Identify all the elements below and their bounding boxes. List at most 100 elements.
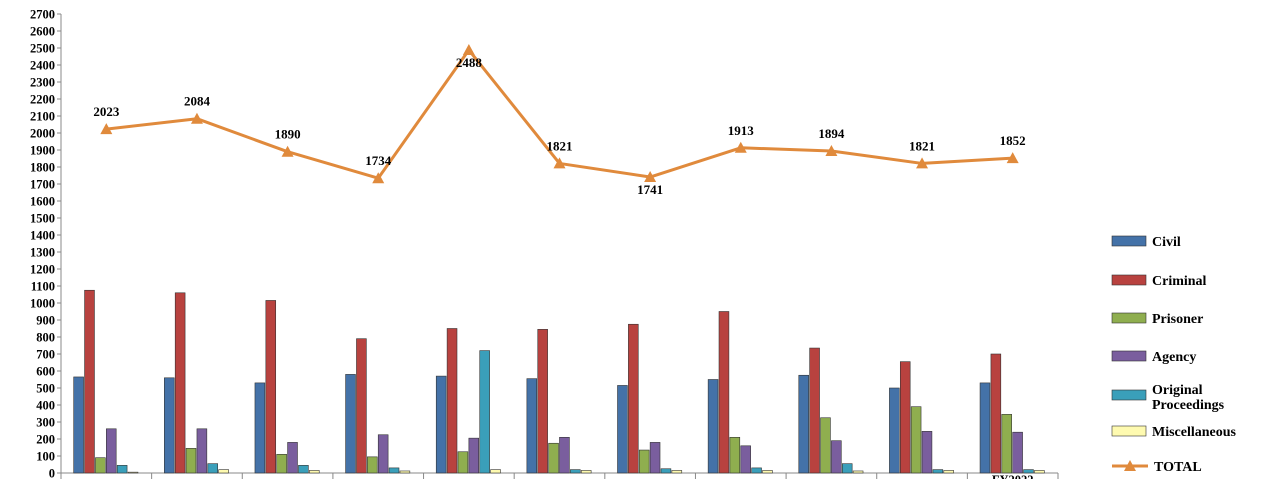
y-tick-label: 1700 — [30, 178, 55, 192]
y-tick-label: 1400 — [30, 229, 55, 243]
bar-miscellaneous — [852, 470, 864, 474]
bar-prisoner — [95, 457, 106, 474]
total-data-label: 1821 — [909, 138, 935, 153]
bar-civil — [254, 382, 266, 474]
total-data-label: 2023 — [93, 104, 120, 119]
bar-original-proceedings — [207, 463, 219, 474]
bar-agency — [831, 440, 842, 474]
bar-prisoner — [910, 406, 922, 474]
bar-prisoner — [457, 451, 469, 474]
bar-agency — [377, 434, 389, 474]
bar-miscellaneous — [309, 470, 320, 474]
y-tick-label: 400 — [36, 399, 55, 413]
bar-miscellaneous — [580, 470, 592, 474]
bar-miscellaneous — [490, 469, 501, 474]
chart-bars — [73, 289, 1045, 474]
bar-criminal — [446, 328, 458, 474]
bar-criminal — [84, 289, 95, 474]
bar-miscellaneous — [127, 471, 139, 474]
bar-prisoner — [185, 448, 197, 474]
bar-miscellaneous — [762, 470, 773, 474]
bar-original-proceedings — [841, 463, 853, 474]
legend-label: Miscellaneous — [1152, 425, 1237, 440]
bar-agency — [196, 428, 208, 474]
y-tick-label: 1300 — [30, 246, 55, 260]
total-data-label: 2084 — [184, 94, 211, 109]
bar-original-proceedings — [660, 468, 672, 474]
y-tick-label: 1600 — [30, 195, 55, 209]
y-tick-label: 2500 — [30, 42, 55, 56]
bar-prisoner — [276, 453, 287, 474]
bar-agency — [1012, 431, 1023, 474]
bar-civil — [979, 382, 991, 474]
y-tick-label: 2100 — [30, 110, 55, 124]
bar-criminal — [718, 311, 730, 474]
legend-label: TOTAL — [1154, 460, 1202, 475]
legend-label: Criminal — [1152, 274, 1207, 289]
bar-civil — [164, 377, 175, 474]
total-data-label: 1821 — [547, 138, 573, 153]
y-tick-label: 500 — [36, 382, 55, 396]
bar-prisoner — [638, 449, 650, 474]
y-tick-label: 300 — [36, 416, 55, 430]
total-marker — [825, 145, 838, 157]
bar-civil — [889, 387, 900, 474]
bar-original-proceedings — [1023, 469, 1034, 474]
total-marker — [281, 145, 294, 157]
data-labels: 2023 2084 1890 1734 2488 1821 1741 1913 1894 1821… — [93, 55, 1025, 197]
y-tick-label: 1800 — [30, 161, 55, 175]
y-tick-label: 800 — [36, 331, 55, 345]
bar-civil — [73, 376, 84, 474]
legend-label: Prisoner — [1152, 312, 1203, 327]
x-tick-label: FY2022 — [992, 473, 1034, 479]
bar-agency — [287, 442, 298, 474]
total-marker — [644, 171, 657, 183]
legend-swatch-prisoner — [1111, 312, 1147, 324]
total-data-label: 1741 — [637, 182, 663, 197]
bar-civil — [526, 378, 538, 474]
bar-criminal — [537, 329, 548, 474]
chart-axes: 0 100 200 300 400 500 600 700 800 900 1000 1100 1200… — [30, 8, 1059, 479]
bar-miscellaneous — [1034, 470, 1045, 474]
bar-criminal — [174, 292, 186, 474]
bar-criminal — [265, 300, 277, 474]
bar-original-proceedings — [932, 469, 944, 474]
y-tick-label: 2300 — [30, 76, 55, 90]
total-marker — [734, 141, 747, 153]
bar-agency — [106, 428, 117, 474]
legend-swatch-miscellaneous — [1111, 425, 1147, 437]
bar-civil — [798, 374, 809, 474]
legend-swatch-civil — [1111, 235, 1147, 247]
y-tick-label: 600 — [36, 365, 55, 379]
bar-miscellaneous — [671, 470, 683, 474]
total-data-label: 2488 — [456, 55, 483, 70]
legend-swatch-original-proceedings — [1111, 389, 1147, 401]
total-marker — [916, 157, 929, 169]
y-tick-label: 2600 — [30, 25, 55, 39]
y-tick-label: 200 — [36, 433, 55, 447]
bar-prisoner — [367, 456, 378, 474]
total-marker — [1006, 152, 1019, 164]
bar-miscellaneous — [943, 470, 954, 474]
bar-original-proceedings — [479, 350, 490, 474]
legend-marker-total — [1124, 460, 1136, 471]
bar-agency — [740, 445, 751, 474]
bar-agency — [649, 442, 661, 474]
total-line — [100, 44, 1019, 184]
bar-prisoner — [820, 417, 831, 474]
bar-original-proceedings — [116, 465, 128, 474]
legend-label: Proceedings — [1152, 398, 1225, 413]
legend-swatch-criminal — [1111, 274, 1147, 286]
legend: Civil Criminal Prisoner Agency OriginalProce… — [1111, 235, 1237, 475]
total-marker — [462, 44, 475, 56]
bar-miscellaneous — [399, 470, 411, 474]
y-tick-label: 1100 — [31, 280, 55, 294]
bar-criminal — [809, 347, 820, 474]
bar-prisoner — [1001, 414, 1012, 474]
total-marker — [553, 157, 566, 169]
bar-original-proceedings — [298, 465, 309, 474]
y-tick-label: 900 — [36, 314, 55, 328]
bar-civil — [345, 374, 356, 474]
bar-criminal — [990, 353, 1002, 474]
bar-original-proceedings — [388, 467, 400, 474]
